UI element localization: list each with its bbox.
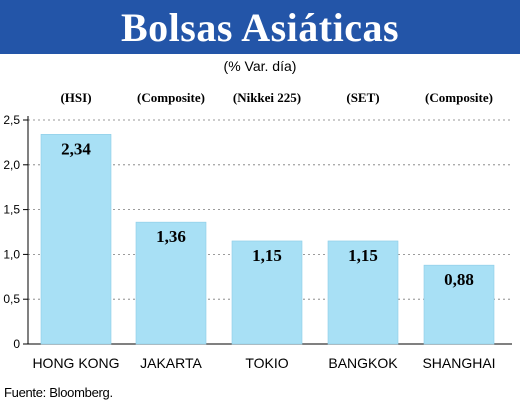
y-tick-label: 1,0 (3, 247, 20, 261)
index-label: (Composite) (425, 90, 493, 105)
bar (423, 264, 495, 345)
index-label: (Composite) (137, 90, 205, 105)
chart-subtitle: (% Var. día) (223, 58, 297, 74)
x-tick-label: BANGKOK (328, 355, 398, 371)
chart-title: Bolsas Asiáticas (120, 4, 400, 50)
data-label: 1,36 (156, 227, 186, 246)
index-label: (Nikkei 225) (233, 90, 301, 105)
data-label: 0,88 (444, 270, 474, 289)
index-label: (SET) (346, 90, 379, 105)
y-tick-label: 1,5 (3, 203, 20, 217)
bar (135, 221, 207, 345)
data-label: 2,34 (61, 139, 91, 158)
x-tick-label: HONG KONG (32, 355, 119, 371)
bar (327, 240, 399, 345)
source-note: Fuente: Bloomberg. (4, 385, 113, 400)
y-tick-label: 0 (13, 337, 20, 351)
x-tick-label: TOKIO (245, 355, 288, 371)
x-tick-label: JAKARTA (140, 355, 202, 371)
data-label: 1,15 (252, 246, 282, 265)
bar (231, 240, 303, 345)
y-tick-label: 0,5 (3, 292, 20, 306)
index-label: (HSI) (60, 90, 91, 105)
y-tick-label: 2,0 (3, 158, 20, 172)
x-tick-label: SHANGHAI (422, 355, 495, 371)
data-label: 1,15 (348, 246, 378, 265)
y-tick-label: 2,5 (3, 113, 20, 127)
bar (40, 134, 112, 345)
title-banner: Bolsas Asiáticas (0, 0, 520, 54)
